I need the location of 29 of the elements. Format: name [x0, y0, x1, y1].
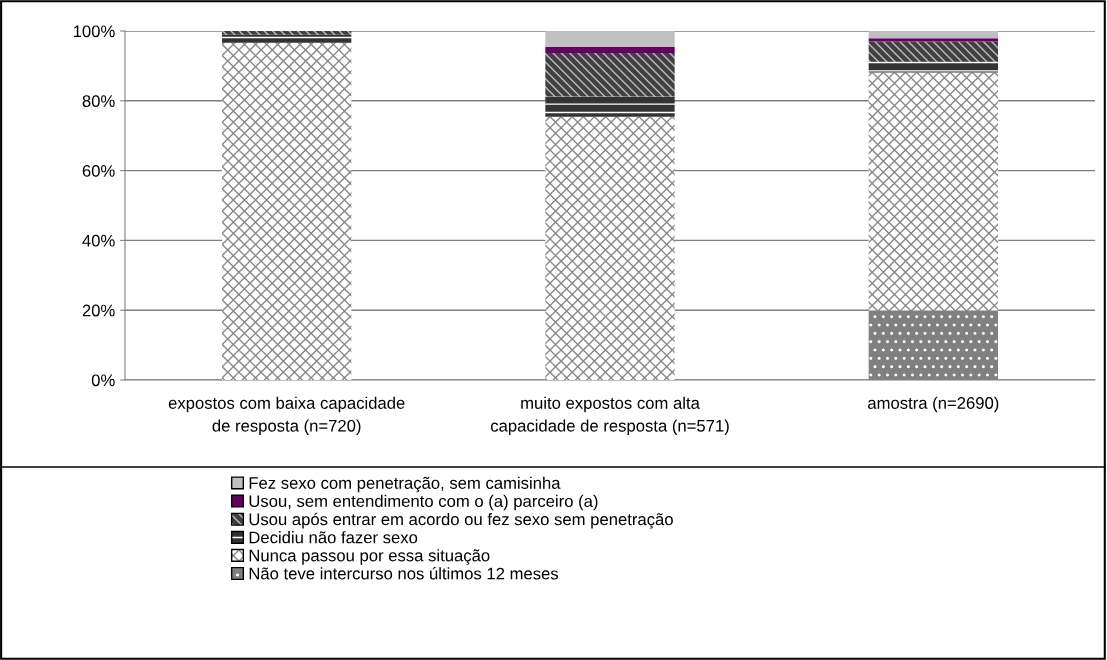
bar [222, 42, 352, 380]
bar [868, 61, 998, 73]
y-tick-label: 100% [73, 25, 115, 38]
legend-label: Usou, sem entendimento com o (a) parceiro (a) [249, 494, 598, 511]
bar [222, 31, 352, 35]
bar [868, 72, 998, 311]
bar [868, 310, 998, 380]
y-tick-label: 40% [82, 234, 115, 247]
x-tick-label: expostos com baixa capacidade de resposta (n=720) [168, 396, 405, 435]
legend-label: Decidiu não fazer sexo [249, 531, 418, 544]
legend-label: Nunca passou por essa situação [249, 549, 490, 565]
x-tick-label: muito expostos com alta capacidade de resposta (n=571) [490, 396, 729, 435]
bar [545, 47, 675, 53]
bar [868, 31, 998, 39]
y-tick-label: 20% [82, 304, 115, 317]
legend-label: Não teve intercurso nos últimos 12 meses [249, 567, 559, 580]
y-tick-label: 60% [82, 165, 115, 177]
bar [545, 116, 675, 380]
bar [868, 38, 998, 42]
bar [545, 52, 675, 97]
y-tick-label: 80% [82, 95, 115, 107]
bar [222, 34, 352, 43]
bar [868, 41, 998, 62]
bar [545, 96, 675, 117]
bar [545, 31, 675, 48]
y-tick-label: 0% [91, 374, 115, 387]
legend-label: Fez sexo com penetração, sem camisinha [249, 476, 561, 493]
legend-label: Usou após entrar em acordo ou fez sexo sem penetração [249, 512, 673, 529]
x-tick-label: amostra (n=2690) [868, 396, 999, 413]
